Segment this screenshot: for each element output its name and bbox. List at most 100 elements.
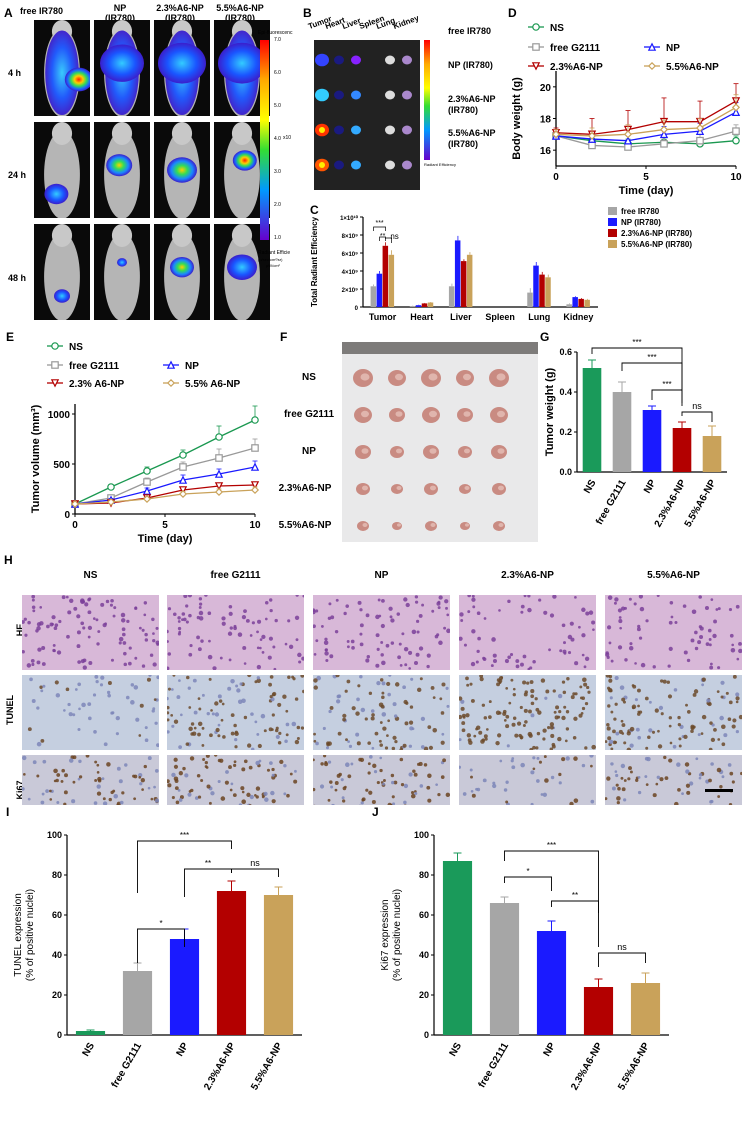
panel-i-chart: 0 20 40 60 80 100 NS free G2111 NP 2.3%A6-NP 5.5%A… — [13, 830, 302, 1092]
y-tick-label-5: 100 — [47, 830, 62, 840]
panel-f-row-0: NS — [302, 372, 316, 383]
mouse-image-2-2 — [154, 224, 210, 320]
panel-a-col-0: free IR780 — [20, 6, 64, 16]
histology-0-4 — [605, 595, 742, 670]
x-tick-label-1: free G2111 — [110, 1041, 145, 1090]
point-2-3 — [178, 475, 188, 484]
x-tick-label-1: free G2111 — [594, 478, 629, 527]
y-tick-label-2: 20 — [540, 83, 552, 94]
y-tick-label-1: 2×10⁹ — [342, 288, 359, 294]
organ-3-4 — [385, 160, 395, 170]
bar-3 — [583, 987, 614, 1035]
x-tick-label-1: Heart — [410, 312, 433, 322]
legend-marker-0 — [51, 342, 59, 350]
legend-marker-3 — [531, 62, 541, 71]
x-tick-label-2: NP — [642, 478, 659, 496]
y-tick-label-2: 40 — [419, 950, 429, 960]
panel-label-j: J — [372, 805, 379, 819]
series-line-0 — [74, 419, 256, 505]
colorbar-tick-0: 7.0 — [274, 37, 281, 43]
organ-3-5 — [402, 160, 412, 170]
panel-d-chart: 0 5 10 16 18 20 Time (day) Body weight (g) NS fre… — [511, 23, 742, 197]
legend-marker-2 — [647, 42, 657, 51]
legend-label-0: free IR780 — [621, 207, 660, 216]
y-tick-label-3: 0.6 — [559, 347, 572, 357]
panel-a-col-1: NP (IR780) — [104, 3, 135, 23]
bar-1-0 — [409, 306, 416, 307]
mouse-image-1-1 — [94, 122, 150, 218]
y-tick-label-1: 20 — [419, 990, 429, 1000]
histology-1-3 — [459, 675, 596, 750]
organ-0-5 — [402, 55, 412, 65]
bar-4-0 — [527, 292, 533, 307]
legend-marker-2 — [166, 360, 176, 369]
colorbar — [260, 40, 269, 240]
bar-2-3 — [466, 254, 473, 307]
legend-label-3: 5.5%A6-NP (IR780) — [621, 240, 692, 249]
y-tick-label-0: 0 — [355, 306, 359, 312]
panel-e-chart: 0 5 10 0 500 1000 Time (day) Tumor volume (mm³)… — [30, 342, 261, 545]
point-1-5 — [732, 127, 740, 135]
tumor-highlight-2-3 — [464, 448, 470, 454]
bar-0-2 — [382, 245, 389, 307]
y-tick-label-1: 20 — [52, 990, 62, 1000]
bar-4-3 — [545, 277, 551, 307]
organ-0-4 — [385, 55, 395, 65]
bar-1-2 — [421, 303, 428, 307]
point-0-1 — [107, 483, 115, 491]
bar-5-1 — [572, 297, 578, 307]
x-tick-label-1: 5 — [162, 520, 168, 531]
legend-swatch-1 — [608, 218, 617, 226]
x-tick-label-1: free G2111 — [477, 1041, 512, 1090]
histology-0-0 — [22, 595, 159, 670]
sig-j-0-label: *** — [547, 841, 556, 850]
bar-2-1 — [454, 240, 461, 307]
sig-j-1-label: * — [526, 867, 529, 876]
panel-a-col-2: 2.3%A6-NP (IR780) — [156, 3, 204, 23]
y-tick-label-5: 100 — [414, 830, 429, 840]
series-line-2 — [74, 466, 256, 505]
y-tick-label-2: 4×10⁹ — [342, 270, 359, 276]
bar-2-0 — [448, 286, 455, 307]
mouse-image-2-0 — [34, 224, 90, 320]
y-tick-label-3: 6×10⁹ — [342, 252, 359, 258]
y-tick-label-4: 80 — [419, 870, 429, 880]
x-axis-label: Time (day) — [138, 533, 193, 545]
tumor-highlight-1-3 — [463, 411, 471, 417]
panel-h-histology-grid — [22, 595, 742, 805]
panel-f-row-4: 5.5%A6-NP — [278, 520, 332, 531]
point-2-4 — [214, 469, 224, 478]
tumor-highlight-2-1 — [396, 448, 402, 454]
tumor-highlight-4-1 — [397, 523, 401, 527]
histology-1-0 — [22, 675, 159, 750]
legend-swatch-0 — [608, 207, 617, 215]
organ-1-4 — [385, 90, 395, 100]
organ-0-0 — [315, 53, 329, 67]
mouse-image-1-0 — [34, 122, 90, 218]
mouse-image-1-2 — [154, 122, 210, 218]
series-line-1 — [555, 130, 737, 148]
histology-2-0 — [22, 755, 159, 805]
bar-4-1 — [533, 265, 539, 307]
y-axis-label-0: Ki67 expression — [380, 899, 391, 970]
panel-j-chart: 0 20 40 60 80 100 NS free G2111 NP 2.3%A6-NP 5.5%A… — [380, 830, 669, 1092]
sig-i-3 — [137, 928, 185, 963]
point-4-5 — [731, 103, 741, 112]
organ-1-2 — [351, 90, 361, 100]
y-tick-label-4: 8×10⁹ — [342, 234, 359, 240]
y-axis-label: Tumor volume (mm³) — [30, 404, 42, 513]
y-axis-label: Body weight (g) — [511, 77, 523, 160]
y-tick-label-3: 60 — [419, 910, 429, 920]
histology-1-2 — [313, 675, 450, 750]
x-tick-label-2: NP — [175, 1041, 192, 1059]
sig-g-3-label: ns — [692, 401, 702, 411]
y-tick-label-0: 0 — [57, 1030, 62, 1040]
panel-f-row-3: 2.3%A6-NP — [278, 483, 332, 494]
tumor-highlight-3-3 — [464, 486, 470, 490]
colorbar-title: Epi-fluorescenc — [258, 30, 293, 36]
organ-3-1 — [334, 160, 344, 170]
y-tick-label-0: 16 — [540, 146, 552, 157]
panel-h: NS free G2111 NP 2.3%A6-NP 5.5%A6-NP HE TUNEL… — [0, 550, 744, 805]
panel-a-row-1: 24 h — [8, 170, 27, 180]
